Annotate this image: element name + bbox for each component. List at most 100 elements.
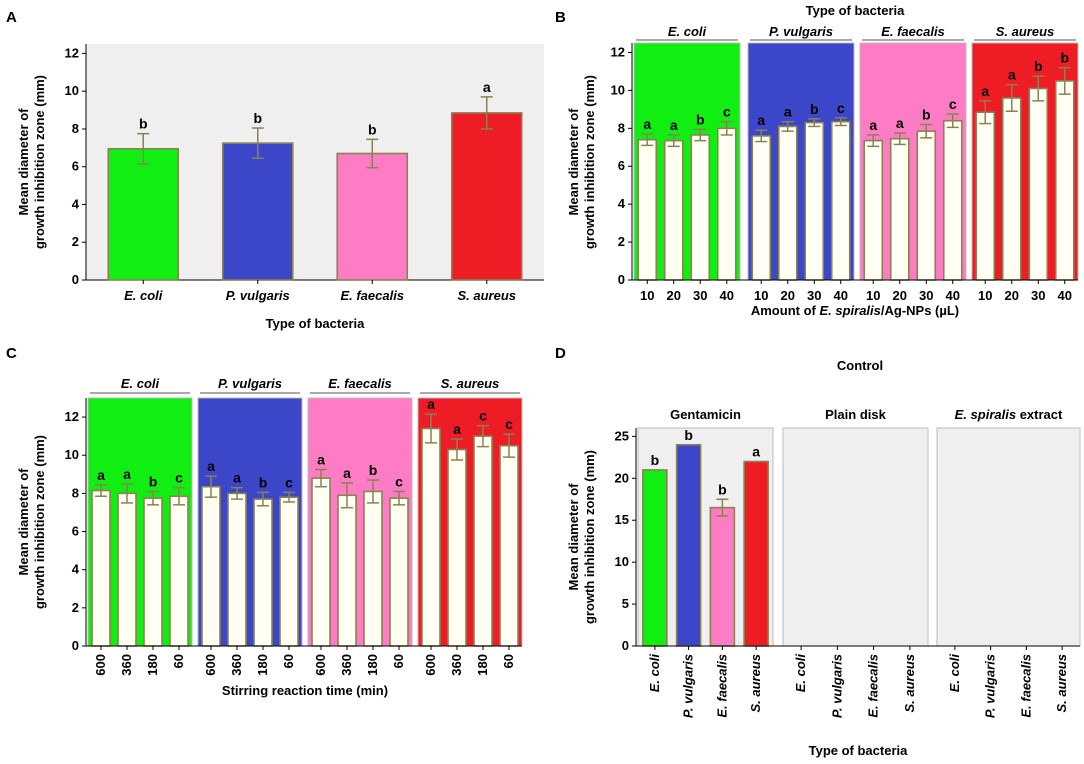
x-tick-label: 600 bbox=[203, 654, 218, 676]
bar bbox=[279, 496, 299, 647]
x-tick-label: E. faecalis bbox=[340, 288, 404, 303]
y-tick-label: 0 bbox=[622, 638, 629, 653]
facet-background bbox=[782, 427, 929, 647]
y-tick-label: 10 bbox=[615, 554, 629, 569]
bar bbox=[143, 497, 163, 647]
significance-letter: a bbox=[869, 117, 877, 133]
y-axis-title-line: growth inhibition zone (mm) bbox=[582, 450, 597, 624]
significance-letter: b bbox=[922, 107, 931, 123]
y-axis-title-line: growth inhibition zone (mm) bbox=[582, 75, 597, 249]
x-tick-label: 360 bbox=[449, 654, 464, 676]
significance-letter: c bbox=[723, 104, 731, 120]
y-tick-label: 8 bbox=[72, 121, 79, 136]
x-tick-label: 360 bbox=[229, 654, 244, 676]
y-tick-label: 2 bbox=[618, 234, 625, 249]
bar bbox=[107, 147, 180, 281]
significance-letter: b bbox=[810, 101, 819, 117]
x-tick-label: E. faecalis bbox=[714, 654, 729, 718]
x-tick-label: 40 bbox=[1058, 288, 1072, 303]
significance-letter: b bbox=[369, 462, 378, 478]
significance-letter: b bbox=[1060, 50, 1069, 66]
bar bbox=[253, 498, 273, 647]
x-tick-label: 10 bbox=[640, 288, 654, 303]
bar bbox=[975, 111, 996, 281]
significance-letter: a bbox=[207, 458, 215, 474]
x-tick-label: 600 bbox=[423, 654, 438, 676]
y-tick-label: 25 bbox=[615, 428, 629, 443]
y-tick-label: 15 bbox=[615, 512, 629, 527]
x-tick-label: S. aureus bbox=[902, 654, 917, 713]
significance-letter: a bbox=[896, 115, 904, 131]
x-tick-label: 20 bbox=[893, 288, 907, 303]
y-tick-label: 4 bbox=[72, 562, 80, 577]
y-tick-label: 0 bbox=[618, 272, 625, 287]
y-tick-label: 12 bbox=[65, 409, 79, 424]
significance-letter: b bbox=[253, 110, 262, 126]
y-axis-title: Mean diameter of growth inhibition zone (… bbox=[16, 75, 47, 249]
y-tick-label: 4 bbox=[72, 196, 80, 211]
panel-label-d: D bbox=[555, 345, 566, 362]
facet-title-part: Gentamicin bbox=[670, 407, 741, 422]
significance-letter: a bbox=[752, 444, 760, 460]
x-tick-label: 180 bbox=[145, 654, 160, 676]
x-tick-label: P. vulgaris bbox=[983, 654, 998, 718]
x-tick-label: 60 bbox=[281, 654, 296, 668]
bar bbox=[1001, 97, 1022, 281]
significance-letter: a bbox=[981, 83, 989, 99]
x-tick-label: 40 bbox=[946, 288, 960, 303]
x-tick-label: S. aureus bbox=[1054, 654, 1069, 713]
y-tick-label: 8 bbox=[72, 485, 79, 500]
bar bbox=[227, 492, 247, 647]
x-axis-title: Type of bacteria bbox=[809, 743, 909, 758]
significance-letter: a bbox=[483, 79, 491, 95]
x-tick-label: E. coli bbox=[793, 654, 808, 693]
bar bbox=[751, 135, 772, 281]
x-tick-label: 180 bbox=[365, 654, 380, 676]
significance-letter: c bbox=[479, 408, 487, 424]
y-tick-label: 0 bbox=[72, 272, 79, 287]
significance-letter: c bbox=[285, 474, 293, 490]
bar bbox=[169, 495, 189, 647]
y-tick-label: 2 bbox=[72, 234, 79, 249]
x-tick-label: E. coli bbox=[647, 654, 662, 693]
x-tick-label: 60 bbox=[171, 654, 186, 668]
significance-letter: c bbox=[175, 470, 183, 486]
significance-letter: b bbox=[651, 452, 660, 468]
significance-letter: a bbox=[1008, 67, 1016, 83]
significance-letter: a bbox=[317, 452, 325, 468]
facet-title: Gentamicin bbox=[670, 407, 741, 422]
x-tick-label: 10 bbox=[866, 288, 880, 303]
bar bbox=[637, 138, 658, 281]
significance-letter: a bbox=[643, 116, 651, 132]
x-axis-title: Type of bacteria bbox=[266, 316, 366, 331]
x-tick-label: 360 bbox=[339, 654, 354, 676]
y-tick-label: 20 bbox=[615, 470, 629, 485]
panel-label-a: A bbox=[6, 9, 17, 26]
y-axis-title-line: Mean diameter of bbox=[16, 108, 31, 216]
y-tick-label: 4 bbox=[618, 196, 626, 211]
bar bbox=[863, 139, 884, 281]
panel-label-b: B bbox=[555, 9, 566, 26]
x-axis-title-part: Amount of bbox=[751, 303, 820, 318]
y-axis-title-line: Mean diameter of bbox=[566, 108, 581, 216]
significance-letter: a bbox=[97, 467, 105, 483]
facet-title: S. aureus bbox=[996, 24, 1055, 39]
bar bbox=[336, 152, 409, 281]
y-axis-title: Mean diameter of growth inhibition zone (… bbox=[566, 450, 597, 624]
y-tick-label: 8 bbox=[618, 120, 625, 135]
y-tick-label: 6 bbox=[72, 159, 79, 174]
x-tick-label: 30 bbox=[693, 288, 707, 303]
y-axis-title-line: Mean diameter of bbox=[566, 483, 581, 591]
x-tick-label: 10 bbox=[978, 288, 992, 303]
significance-letter: b bbox=[149, 473, 158, 489]
x-tick-label: 20 bbox=[667, 288, 681, 303]
y-tick-label: 12 bbox=[611, 44, 625, 59]
bar bbox=[642, 469, 668, 647]
significance-letter: b bbox=[718, 481, 727, 497]
facet-title-part: extract bbox=[1016, 407, 1063, 422]
x-tick-label: S. aureus bbox=[748, 654, 763, 713]
bar bbox=[889, 137, 910, 281]
bar bbox=[311, 477, 331, 647]
significance-letter: a bbox=[233, 470, 241, 486]
